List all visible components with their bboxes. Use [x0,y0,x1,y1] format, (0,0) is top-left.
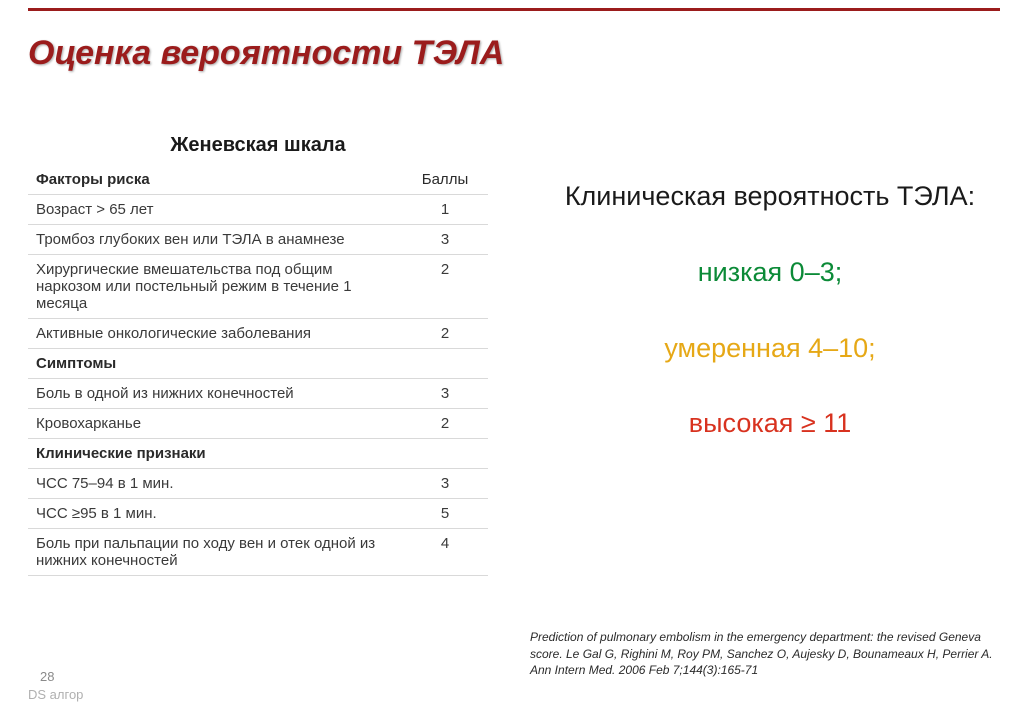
factor-score: 3 [402,379,488,409]
factor-label: Хирургические вмешательства под общим на… [28,255,402,319]
probability-low: низкая 0–3; [560,256,980,290]
factor-score: 3 [402,469,488,499]
probability-moderate: умеренная 4–10; [560,332,980,366]
factor-score: 2 [402,409,488,439]
table-section-header: Симптомы [28,349,488,379]
geneva-table: Факторы риска Баллы Возраст > 65 лет 1 Т… [28,165,488,576]
table-row: Кровохарканье 2 [28,409,488,439]
factor-score: 2 [402,319,488,349]
factor-score: 2 [402,255,488,319]
top-rule [28,8,1000,11]
table-row: Боль в одной из нижних конечностей 3 [28,379,488,409]
factor-label: Тромбоз глубоких вен или ТЭЛА в анамнезе [28,225,402,255]
slide-number: 28 [40,669,54,684]
citation-text: Prediction of pulmonary embolism in the … [530,629,1000,678]
factor-label: Боль при пальпации по ходу вен и отек од… [28,529,402,576]
factor-label: ЧСС 75–94 в 1 мин. [28,469,402,499]
factor-label: Боль в одной из нижних конечностей [28,379,402,409]
probability-high: высокая ≥ 11 [560,407,980,441]
slide-title: Оценка вероятности ТЭЛА [28,34,504,73]
table-row: Активные онкологические заболевания 2 [28,319,488,349]
factor-score: 4 [402,529,488,576]
section-clinical: Клинические признаки [28,439,488,469]
table-row: Тромбоз глубоких вен или ТЭЛА в анамнезе… [28,225,488,255]
table-row: Боль при пальпации по ходу вен и отек од… [28,529,488,576]
geneva-table-block: Женевская шкала Факторы риска Баллы Возр… [28,134,488,576]
table-row: Хирургические вмешательства под общим на… [28,255,488,319]
factor-label: Возраст > 65 лет [28,195,402,225]
section-symptoms: Симптомы [28,349,488,379]
col-header-score: Баллы [402,165,488,195]
factor-score: 3 [402,225,488,255]
probability-heading: Клиническая вероятность ТЭЛА: [560,180,980,214]
footer-label: DS алгор [28,687,83,702]
factor-score: 1 [402,195,488,225]
probability-summary: Клиническая вероятность ТЭЛА: низкая 0–3… [560,180,980,441]
table-title: Женевская шкала [28,134,488,157]
col-header-factor: Факторы риска [28,165,402,195]
factor-score: 5 [402,499,488,529]
table-row: Возраст > 65 лет 1 [28,195,488,225]
table-section-header: Клинические признаки [28,439,488,469]
factor-label: ЧСС ≥95 в 1 мин. [28,499,402,529]
table-row: ЧСС ≥95 в 1 мин. 5 [28,499,488,529]
table-row: ЧСС 75–94 в 1 мин. 3 [28,469,488,499]
factor-label: Активные онкологические заболевания [28,319,402,349]
factor-label: Кровохарканье [28,409,402,439]
